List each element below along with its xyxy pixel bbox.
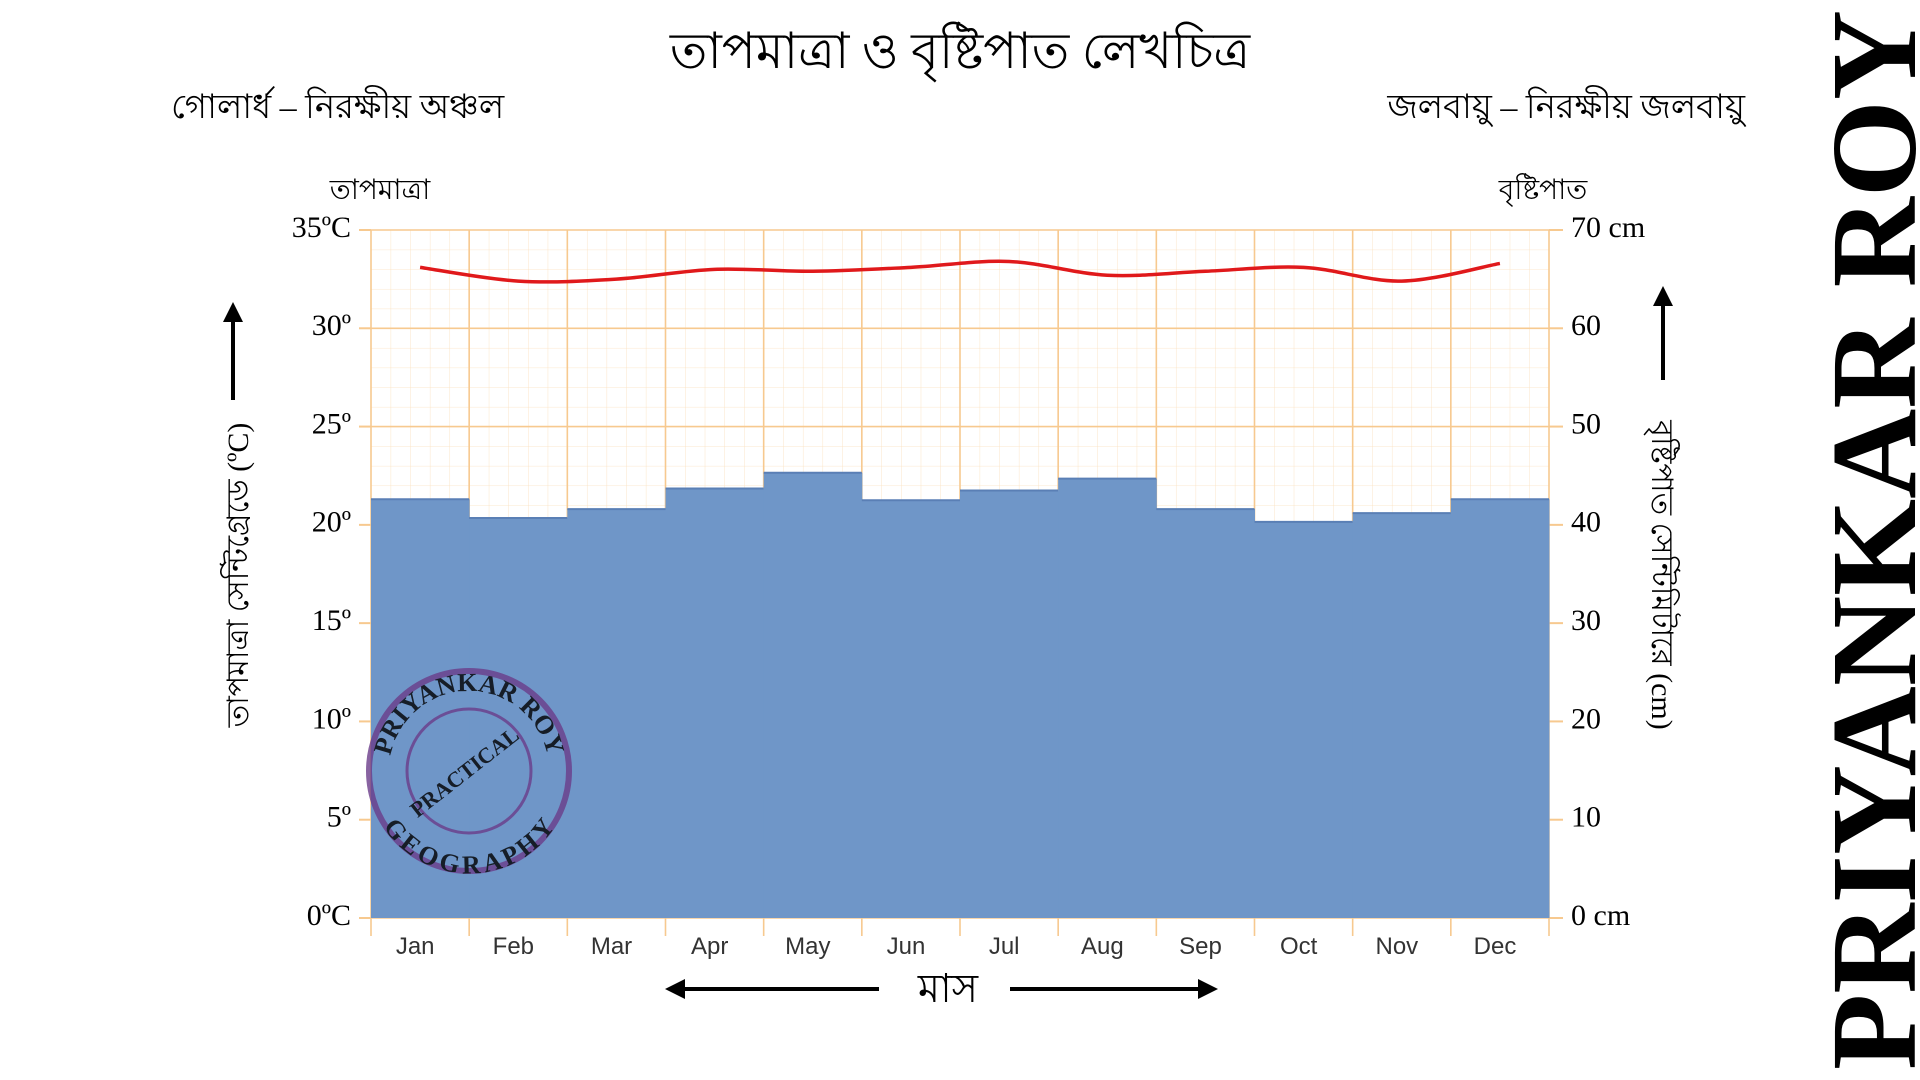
stamp-ring bbox=[405, 707, 533, 835]
bar bbox=[1156, 509, 1255, 918]
subtitle-right: জলবায়ু – নিরক্ষীয় জলবায়ু bbox=[1386, 85, 1747, 127]
bar bbox=[1254, 521, 1354, 918]
y-tick-label: 30º bbox=[312, 309, 351, 342]
bar bbox=[861, 500, 961, 918]
y2-tick-label: 30 bbox=[1571, 604, 1601, 637]
stamp-ring bbox=[366, 668, 572, 874]
y-tick-label: 20º bbox=[312, 506, 351, 539]
chart-title: তাপমাত্রা ও বৃষ্টিপাত লেখচিত্র bbox=[669, 22, 1251, 83]
x-tick-label: May bbox=[785, 933, 830, 960]
bar bbox=[1450, 499, 1550, 918]
subtitle-left: গোলার্ধ – নিরক্ষীয় অঞ্চল bbox=[171, 85, 505, 126]
watermark: PRIYANKAR ROY bbox=[1807, 10, 1920, 1070]
bar bbox=[665, 488, 765, 918]
y-tick-label: 25º bbox=[312, 407, 351, 440]
x-tick-label: Jun bbox=[887, 933, 926, 960]
y2-tick-label: 10 bbox=[1571, 801, 1601, 834]
y-axis-title: তাপমাত্রা সেন্টিগ্রেডে (ºC) bbox=[220, 423, 255, 729]
y2-tick-label: 70 cm bbox=[1571, 211, 1645, 244]
y2-tick-label: 60 bbox=[1571, 309, 1601, 342]
plot: 0ºC 5º 10º 15º 20º 25º 30º 35ºC 0 cm 10 20 30 40 50 60… bbox=[292, 211, 1645, 960]
y-tick-label: 5º bbox=[327, 801, 351, 834]
y2-tick-label: 40 bbox=[1571, 506, 1601, 539]
x-tick-label: Sep bbox=[1179, 933, 1222, 960]
y-tick-label: 35ºC bbox=[292, 211, 351, 244]
y2-tick-label: 0 cm bbox=[1571, 899, 1630, 932]
x-tick-label: Mar bbox=[591, 933, 632, 960]
x-tick-label: Apr bbox=[691, 933, 728, 960]
y2-tick-label: 20 bbox=[1571, 702, 1601, 735]
bar bbox=[960, 490, 1059, 918]
x-tick-label: Nov bbox=[1375, 933, 1418, 960]
bar bbox=[1058, 478, 1157, 918]
x-tick-label: Feb bbox=[493, 933, 534, 960]
bar bbox=[1352, 513, 1452, 918]
y-tick-label: 10º bbox=[312, 702, 351, 735]
x-axis-title: মাস bbox=[917, 966, 979, 1011]
y-tick-label: 15º bbox=[312, 604, 351, 637]
x-tick-label: Oct bbox=[1280, 933, 1318, 960]
bar bbox=[763, 472, 863, 918]
y2-axis-title: বৃষ্টিপাত সেন্টিমিটারে (cm) bbox=[1643, 419, 1681, 730]
x-tick-label: Aug bbox=[1081, 933, 1124, 960]
bar bbox=[567, 509, 666, 918]
y-axis-header: তাপমাত্রা bbox=[329, 175, 431, 206]
y-tick-label: 0ºC bbox=[307, 899, 351, 932]
temperature-line bbox=[419, 259, 1501, 284]
x-tick-label: Jan bbox=[396, 933, 435, 960]
x-tick-label: Jul bbox=[989, 933, 1020, 960]
y2-axis-header: বৃষ্টিপাত bbox=[1498, 173, 1589, 207]
y2-tick-label: 50 bbox=[1571, 407, 1601, 440]
x-tick-label: Dec bbox=[1474, 933, 1517, 960]
